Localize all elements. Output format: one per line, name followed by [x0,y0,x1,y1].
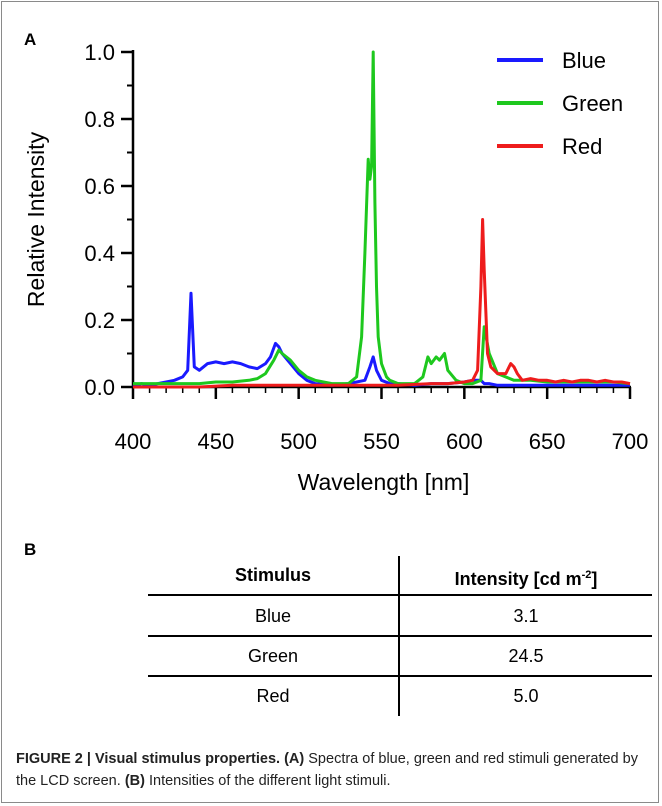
figure-caption: FIGURE 2 | Visual stimulus properties. (… [16,748,656,792]
table-column-divider [398,556,400,716]
y-axis-label: Relative Intensity [23,131,49,307]
x-tick-label: 650 [529,429,566,454]
y-tick-label: 1.0 [84,40,115,65]
panel-a-label: A [24,30,37,49]
spectra-chart: 0.0 0.2 0.4 0.6 0.8 1.0 400 450 500 550 600 650 700 W… [23,40,649,495]
series-line-red [133,218,631,389]
x-tick-label: 600 [446,429,483,454]
header-unit-prefix: [cd m [533,569,582,589]
table-row: Red 5.0 [148,677,652,715]
table-rule [148,675,652,677]
table-header-row: Stimulus Intensity [cd m-2] [148,556,652,594]
caption-b-label: (B) [124,773,145,789]
series-line-blue [132,291,630,389]
legend-label-green: Green [562,91,623,116]
caption-a-text: Spectra of blue, green and red stimuli g… [16,751,638,789]
row-stimulus: Red [256,686,290,706]
header-unit-exp: -2 [581,569,592,581]
y-tick-label: 0.6 [84,174,115,199]
header-intensity-text: Intensity [454,569,529,589]
y-tick-label: 0.0 [84,375,115,400]
y-tick-label: 0.4 [84,241,115,266]
header-stimulus: Stimulus [234,565,311,585]
row-intensity: 3.1 [513,606,539,626]
x-tick-label: 450 [197,429,234,454]
caption-figure-label: FIGURE 2 | Visual stimulus properties. [16,751,281,767]
series-line-green [133,50,631,386]
table-rule [148,635,652,637]
row-stimulus: Blue [254,606,292,626]
y-tick-label: 0.8 [84,107,115,132]
y-tick-label: 0.2 [84,308,115,333]
legend-label-blue: Blue [562,48,606,73]
panel-b-label: B [24,540,37,559]
caption-b-text: Intensities of the different light stimu… [144,773,391,789]
row-intensity: 24.5 [508,646,544,666]
caption-a-label: (A) [284,751,305,767]
x-tick-label: 400 [115,429,152,454]
table-rule [148,594,652,596]
x-tick-label: 550 [363,429,400,454]
legend-label-red: Red [562,134,602,159]
x-tick-label: 700 [612,429,649,454]
table-row: Green 24.5 [148,637,652,675]
row-intensity: 5.0 [513,686,539,706]
row-stimulus: Green [247,646,299,666]
table-row: Blue 3.1 [148,597,652,635]
x-axis-label: Wavelength [nm] [298,469,470,495]
header-unit-suffix: ] [591,569,598,589]
x-tick-label: 500 [280,429,317,454]
header-intensity: Intensity [cd m-2] [400,556,652,594]
